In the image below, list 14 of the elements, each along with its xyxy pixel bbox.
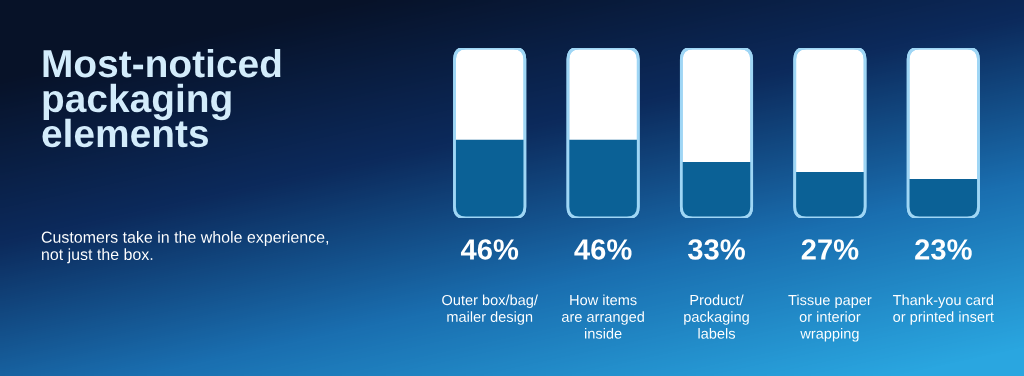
data-label: 46%	[574, 239, 632, 260]
bar	[794, 172, 866, 218]
data-label: 27%	[801, 239, 859, 260]
x-tick-label: Thank-you card or printed insert	[892, 294, 994, 325]
data-label: 23%	[915, 239, 972, 260]
data-label: 46%	[460, 239, 519, 260]
bar	[908, 178, 979, 218]
x-tick-label: Outer box/bag/ mailer design	[442, 294, 538, 325]
text: Customers take in the whole experience, not just the box.	[41, 231, 329, 264]
data-label: 33%	[687, 239, 745, 260]
x-tick-label: Product/ packaging labels	[684, 294, 749, 339]
text: Most-noticed packaging elements	[42, 48, 281, 148]
x-tick-label: Tissue paper or interior wrapping	[788, 294, 872, 342]
x-tick-label: How items are arranged inside	[561, 294, 644, 339]
